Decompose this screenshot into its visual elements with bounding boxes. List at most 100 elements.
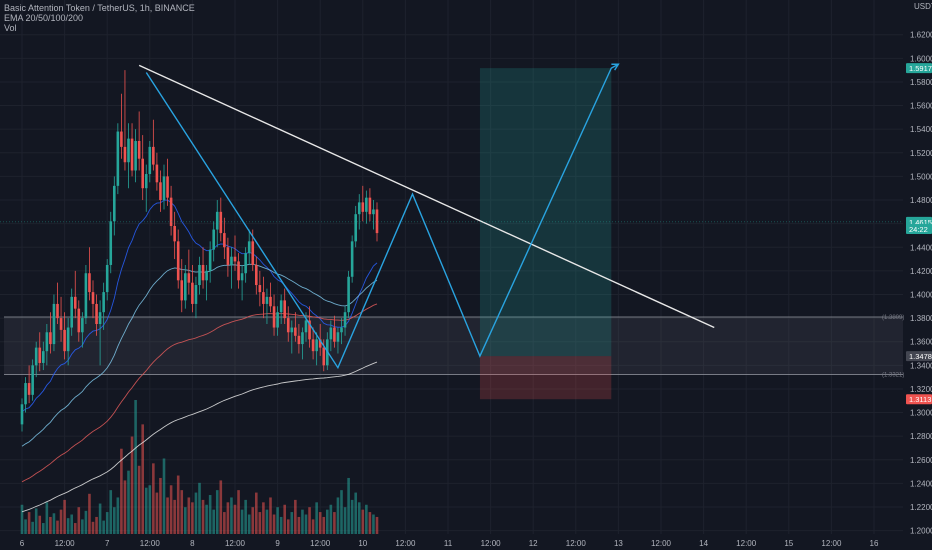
y-tick-label: 1.3400	[910, 361, 932, 370]
volume-bar	[247, 514, 251, 534]
candle-body	[308, 320, 311, 340]
volume-bar	[173, 499, 176, 534]
candle-body	[77, 308, 81, 333]
price-tag-bg	[906, 223, 932, 234]
x-tick-label: 12:00	[395, 539, 416, 548]
volume-bar	[297, 516, 301, 534]
candle-body	[113, 185, 116, 222]
candle-body	[347, 276, 350, 313]
y-tick-label: 1.5400	[910, 125, 932, 134]
volume-bar	[361, 509, 365, 534]
volume-bar	[368, 512, 372, 534]
candle-body	[251, 241, 255, 265]
candle-body	[318, 339, 322, 348]
y-tick-label: 1.4200	[910, 267, 932, 276]
candle-body	[226, 247, 230, 265]
candle-body	[368, 197, 372, 215]
candle-body	[159, 182, 162, 201]
candle-body	[95, 303, 98, 325]
candle-body	[187, 273, 191, 283]
volume-bar	[308, 507, 311, 534]
volume-bar	[88, 493, 91, 534]
volume-bar	[265, 509, 269, 534]
volume-bar	[59, 509, 63, 534]
candle-body	[123, 146, 127, 163]
candle-body	[233, 256, 237, 262]
volume-bar	[166, 497, 169, 534]
projection-arrowhead	[611, 63, 620, 71]
candle-body	[269, 296, 272, 307]
price-tag-label: 1.5917	[909, 64, 932, 73]
candle-body	[59, 318, 63, 330]
candle-body	[52, 303, 56, 345]
volume-bar	[144, 487, 148, 534]
volume-bar	[162, 458, 166, 534]
volume-bar	[329, 504, 333, 534]
volume-bar	[315, 502, 318, 534]
candle-body	[34, 347, 38, 366]
volume-bar	[347, 477, 350, 534]
y-tick-label: 1.2200	[910, 503, 932, 512]
candle-body	[81, 318, 84, 333]
x-tick-label: 13	[614, 539, 623, 548]
time-axis: 6 12:00 7 12:00 8 12:00 9 12:00 10 12:00 11 12:00 12…	[0, 536, 932, 550]
volume-bar	[255, 492, 258, 534]
candle-body	[20, 404, 24, 425]
y-tick-label: 1.2600	[910, 456, 932, 465]
candle-body	[215, 211, 219, 230]
legend: Basic Attention Token / TetherUS, 1h, BI…	[4, 3, 195, 33]
candle-body	[283, 300, 286, 319]
candle-body	[297, 335, 301, 345]
candle-body	[329, 327, 333, 340]
volume-bar	[212, 509, 215, 534]
candle-body	[205, 270, 208, 281]
x-tick-label: 9	[275, 539, 280, 548]
candle-body	[102, 292, 105, 313]
projection-path	[145, 63, 619, 370]
x-tick-label: 10	[358, 539, 367, 548]
volume-bar	[191, 502, 194, 534]
support-zone	[4, 317, 903, 375]
volume-bar	[116, 497, 120, 534]
volume-bar	[372, 514, 375, 534]
candle-body	[130, 138, 134, 171]
volume-bar	[279, 516, 283, 534]
volume-bar	[304, 514, 308, 534]
volume-bar	[27, 512, 31, 534]
candle-body	[294, 327, 297, 336]
candle-body	[63, 329, 66, 352]
candle-body	[212, 229, 215, 250]
candle-body	[194, 285, 198, 304]
volume-bar	[354, 492, 357, 534]
candle-body	[354, 214, 357, 242]
time-axis-bg	[0, 536, 932, 550]
volume-bar	[226, 502, 230, 534]
x-tick-label: 12:00	[310, 539, 331, 548]
volume-bar	[81, 519, 84, 534]
volume-bar	[230, 497, 233, 534]
price-axis-bg	[905, 0, 932, 550]
candle-body	[365, 197, 368, 212]
volume-bar	[262, 502, 265, 534]
x-tick-label: 8	[190, 539, 195, 548]
position-stop-zone	[479, 356, 612, 400]
volume-bar	[343, 507, 347, 534]
volume-bar	[365, 504, 368, 534]
ema100-line	[21, 303, 378, 483]
y-tick-label: 1.6000	[910, 54, 932, 63]
legend-symbol: Basic Attention Token / TetherUS, 1h, BI…	[4, 3, 195, 13]
volume-bar	[198, 482, 201, 534]
y-tick-label: 1.6200	[910, 31, 932, 40]
candle-body	[258, 285, 262, 293]
volume-bar	[109, 490, 113, 534]
x-tick-label: 12:00	[481, 539, 502, 548]
volume-bar	[91, 521, 95, 534]
candle-body	[56, 303, 59, 319]
candle-body	[336, 332, 340, 342]
volume-bar	[120, 448, 123, 534]
volume-bar	[290, 512, 294, 534]
x-tick-label: 12:00	[736, 539, 757, 548]
volume-bar	[357, 502, 361, 534]
